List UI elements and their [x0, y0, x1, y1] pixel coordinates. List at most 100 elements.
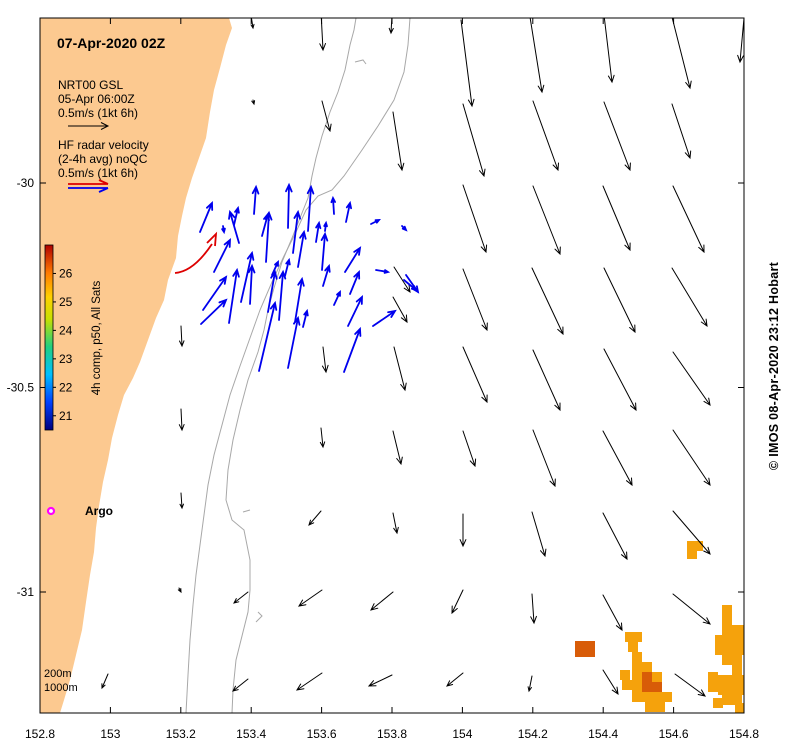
- radar-arrow: [306, 184, 315, 232]
- depth-label-200m: 200m: [44, 668, 72, 680]
- radar-arrow: [405, 274, 420, 294]
- legend-radar-line3: 0.5m/s (1kt 6h): [58, 166, 138, 180]
- sst-cell: [735, 645, 744, 655]
- current-arrow: [462, 268, 488, 332]
- sst-cell: [708, 682, 718, 692]
- x-tick-label: 153.6: [307, 727, 337, 741]
- sst-cell: [693, 541, 703, 551]
- sst-cell: [575, 641, 585, 651]
- current-arrow: [672, 510, 711, 555]
- radar-arrow: [233, 205, 240, 226]
- current-arrow: [319, 427, 326, 449]
- current-arrow: [233, 591, 249, 604]
- current-arrow: [529, 18, 545, 94]
- radar-arrow: [323, 220, 328, 232]
- x-tick-label: 153: [100, 727, 120, 741]
- sst-cell: [713, 698, 723, 708]
- current-arrow: [602, 430, 633, 487]
- colorbar-tick-label: 24: [59, 323, 73, 337]
- contour-1000m: [185, 18, 411, 713]
- sst-cell: [642, 682, 652, 692]
- sst-cell: [728, 685, 738, 695]
- x-tick-label: 154.6: [659, 727, 689, 741]
- sst-cell: [628, 642, 638, 652]
- sst-cell: [687, 541, 697, 551]
- sst-cell: [708, 672, 718, 682]
- radar-arrow: [284, 257, 291, 277]
- sst-pixels: [575, 541, 744, 713]
- colorbar: 21 22 23 24 25 26 4h comp, p50, All Sats: [44, 244, 103, 431]
- colorbar-tick-label: 21: [59, 409, 73, 423]
- sst-cell: [735, 635, 744, 645]
- sst-cell: [642, 692, 652, 702]
- legend-radar-arrow: [68, 179, 109, 193]
- axis-ticks: [39, 18, 745, 713]
- radar-arrow: [264, 210, 273, 263]
- colorbar-gradient: [44, 244, 54, 431]
- current-arrow: [462, 184, 488, 254]
- current-arrow: [367, 674, 393, 687]
- legend-model-line1: NRT00 GSL: [58, 78, 123, 92]
- sst-cell: [625, 632, 635, 642]
- sst-cell: [732, 695, 742, 705]
- sst-cell: [652, 682, 662, 692]
- sst-cell: [728, 675, 738, 685]
- sst-cell: [715, 635, 725, 645]
- radar-arrow: [285, 182, 293, 229]
- map-title: 07-Apr-2020 02Z: [57, 35, 166, 51]
- x-tick-label: 154.8: [729, 727, 759, 741]
- current-arrow: [532, 349, 561, 412]
- current-arrow: [531, 511, 547, 558]
- sst-cell: [722, 695, 732, 705]
- colorbar-ticks: 21 22 23 24 25 26: [53, 266, 73, 423]
- current-arrow: [321, 346, 329, 374]
- land-mass: [40, 18, 232, 713]
- radar-arrow: [297, 229, 307, 268]
- radar-arrow: [302, 308, 309, 328]
- sst-cell: [735, 685, 744, 695]
- sst-cell: [722, 655, 732, 665]
- current-arrow: [602, 185, 631, 252]
- sst-cell: [652, 672, 662, 682]
- sst-cell: [722, 605, 732, 615]
- current-arrow: [672, 185, 705, 254]
- sst-cell: [632, 632, 642, 642]
- sst-cell: [642, 662, 652, 672]
- sst-cell: [732, 665, 742, 675]
- sst-cell: [642, 672, 652, 682]
- current-arrow: [446, 672, 464, 687]
- sst-cell: [718, 675, 728, 685]
- sst-cell: [575, 647, 585, 657]
- depth-label-1000m: 1000m: [44, 682, 78, 694]
- radar-arrow: [344, 246, 362, 273]
- current-arrow: [603, 101, 631, 172]
- radar-arrow: [278, 269, 287, 321]
- radar-arrow: [349, 269, 361, 295]
- sst-cell: [662, 692, 672, 702]
- current-arrow: [462, 103, 486, 178]
- credit-text: © IMOS 08-Apr-2020 23:12 Hobart: [767, 261, 781, 470]
- sst-cell: [632, 682, 642, 692]
- contour-200m: [225, 18, 357, 713]
- colorbar-label: 4h comp, p50, All Sats: [91, 281, 103, 396]
- radar-arrow: [315, 220, 322, 243]
- current-arrow: [308, 510, 322, 526]
- current-arrow: [393, 266, 411, 294]
- x-tick-label: 153.8: [377, 727, 407, 741]
- radar-arrow: [330, 195, 336, 215]
- radar-arrow: [200, 298, 228, 325]
- current-arrow: [460, 19, 475, 108]
- current-arrow: [321, 100, 332, 133]
- sst-cell: [722, 625, 732, 635]
- argo-marker: [46, 506, 56, 516]
- current-arrow: [737, 18, 744, 64]
- colorbar-tick-label: 23: [59, 352, 73, 366]
- colorbar-tick-label: 26: [59, 266, 73, 280]
- radar-arrow: [370, 218, 381, 225]
- radar-arrow: [372, 309, 397, 327]
- radar-arrow: [199, 200, 214, 233]
- current-arrow: [297, 589, 323, 607]
- current-arrow: [603, 267, 636, 334]
- radar-arrow: [375, 269, 391, 274]
- sst-cell: [725, 635, 735, 645]
